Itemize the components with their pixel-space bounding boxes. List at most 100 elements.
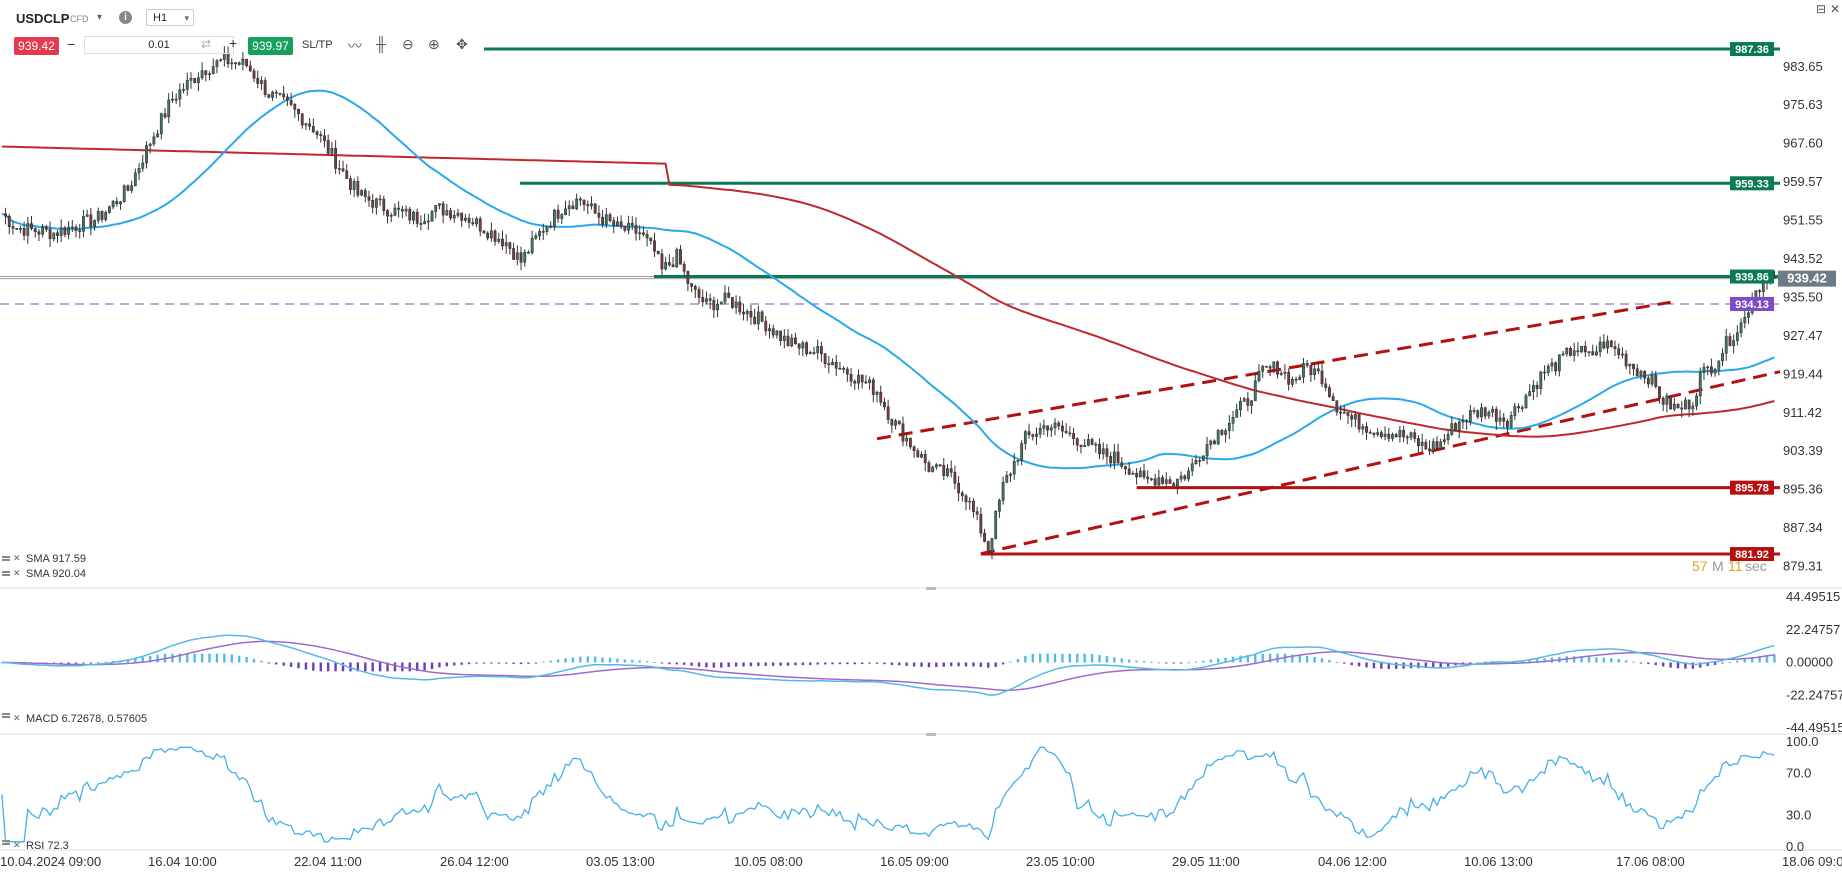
legend-close-icon[interactable]: ✕ [13, 840, 21, 850]
candle-body [1417, 438, 1420, 446]
candle-body [705, 298, 708, 303]
info-icon[interactable]: i [119, 11, 132, 24]
candle-body [931, 466, 935, 472]
candle-body [1324, 383, 1328, 388]
legend-menu-icon[interactable] [2, 716, 10, 718]
candle-body [946, 468, 949, 476]
candle-body [59, 227, 63, 236]
close-icon[interactable]: ✕ [1830, 2, 1841, 16]
candle-body [512, 248, 516, 260]
macd-histogram-bar [1120, 658, 1123, 663]
rsi-y-tick-label: 30.0 [1786, 808, 1811, 823]
candle-body [1135, 473, 1139, 478]
sltp-button[interactable]: SL/TP [302, 39, 333, 51]
legend-menu-icon[interactable] [2, 843, 10, 845]
macd-histogram-bar [215, 653, 219, 663]
y-tick-label: 919.44 [1783, 366, 1823, 381]
quantity-decrease-button[interactable]: − [67, 36, 76, 52]
candle-body [119, 201, 122, 205]
candle-body [211, 66, 215, 74]
macd-histogram-bar [134, 658, 137, 663]
candle-body [1231, 417, 1235, 424]
legend-menu-icon[interactable] [2, 713, 10, 715]
zoom-in-icon[interactable]: ⊕ [428, 36, 440, 52]
main-price-panel [0, 46, 1781, 560]
macd-histogram-bar [1335, 661, 1339, 663]
macd-histogram-bar [1736, 660, 1739, 663]
candle-body [1079, 444, 1083, 447]
candle-body [1027, 431, 1031, 435]
macd-histogram-bar [734, 662, 738, 667]
candle-body [960, 492, 964, 497]
candle-body [894, 420, 897, 426]
candle-body [1161, 477, 1164, 484]
candle-body [912, 446, 916, 451]
restore-icon[interactable]: ⊟ [1816, 2, 1827, 16]
panel-resize-handle[interactable] [926, 733, 936, 736]
x-tick-label: 16.04 10:00 [148, 854, 217, 869]
candle-body [1201, 455, 1205, 461]
macd-y-tick-label: -22.24757 [1786, 687, 1842, 702]
macd-histogram-bar [408, 662, 411, 672]
line-chart-icon[interactable]: 〰 [348, 38, 362, 54]
macd-histogram-bar [186, 653, 189, 663]
swap-icon[interactable]: ⇄ [201, 37, 212, 51]
zoom-out-icon[interactable]: ⊖ [402, 36, 414, 52]
candle-body [1038, 427, 1042, 435]
legend-menu-icon[interactable] [2, 571, 10, 573]
candle-body [1572, 350, 1576, 356]
candle-body [104, 212, 108, 220]
candle-body [278, 92, 282, 95]
candle-body [1246, 398, 1250, 406]
macd-histogram-bar [949, 662, 953, 667]
candle-body [964, 495, 968, 503]
macd-histogram-bar [1572, 656, 1576, 663]
crosshair-icon[interactable]: ✥ [456, 36, 468, 52]
candle-body [1376, 432, 1380, 435]
timeframe-select[interactable]: H1 ▾ [146, 9, 194, 26]
quantity-input[interactable]: 0.01 [84, 36, 234, 54]
sell-button[interactable]: 939.42 [14, 37, 59, 55]
candle-body [1446, 434, 1450, 441]
panel-resize-handle[interactable] [926, 587, 936, 590]
candle-body [1328, 387, 1331, 397]
macd-histogram-bar [875, 662, 879, 664]
macd-histogram-bar [564, 658, 567, 663]
macd-histogram-bar [727, 662, 730, 667]
legend-menu-icon[interactable] [2, 574, 10, 576]
legend-close-icon[interactable]: ✕ [13, 568, 21, 578]
candle-body [1209, 440, 1213, 445]
candle-body [530, 237, 534, 254]
trendline-lower[interactable] [980, 370, 1781, 556]
candle-body [990, 538, 994, 552]
legend-menu-icon[interactable] [2, 556, 10, 558]
candle-body [1335, 400, 1339, 413]
buy-button[interactable]: 939.97 [248, 37, 293, 55]
candle-body [397, 207, 401, 210]
candle-body [916, 450, 920, 458]
macd-histogram-bar [556, 659, 560, 663]
y-tick-label: 927.47 [1783, 328, 1823, 343]
candle-body [1112, 451, 1116, 464]
quantity-increase-button[interactable]: + [229, 35, 238, 51]
candle-body [1420, 441, 1424, 446]
symbol-dropdown-icon[interactable]: ▾ [97, 12, 103, 23]
legend-close-icon[interactable]: ✕ [13, 713, 21, 723]
symbol-name[interactable]: USDCLP [16, 11, 70, 26]
legend-menu-icon[interactable] [2, 840, 10, 842]
candle-body [934, 464, 938, 468]
candle-body [716, 303, 719, 311]
legend-menu-icon[interactable] [2, 559, 10, 561]
candlestick-icon[interactable]: ╫ [376, 36, 386, 52]
candle-body [571, 205, 575, 210]
legend-close-icon[interactable]: ✕ [13, 553, 21, 563]
candle-body [1316, 368, 1320, 372]
macd-histogram-bar [831, 662, 834, 665]
macd-histogram-bar [1699, 662, 1702, 668]
candle-body [111, 201, 115, 208]
macd-histogram-bar [1654, 662, 1657, 666]
candle-body [1294, 378, 1298, 381]
candle-body [260, 80, 263, 84]
candle-body [1439, 441, 1443, 449]
